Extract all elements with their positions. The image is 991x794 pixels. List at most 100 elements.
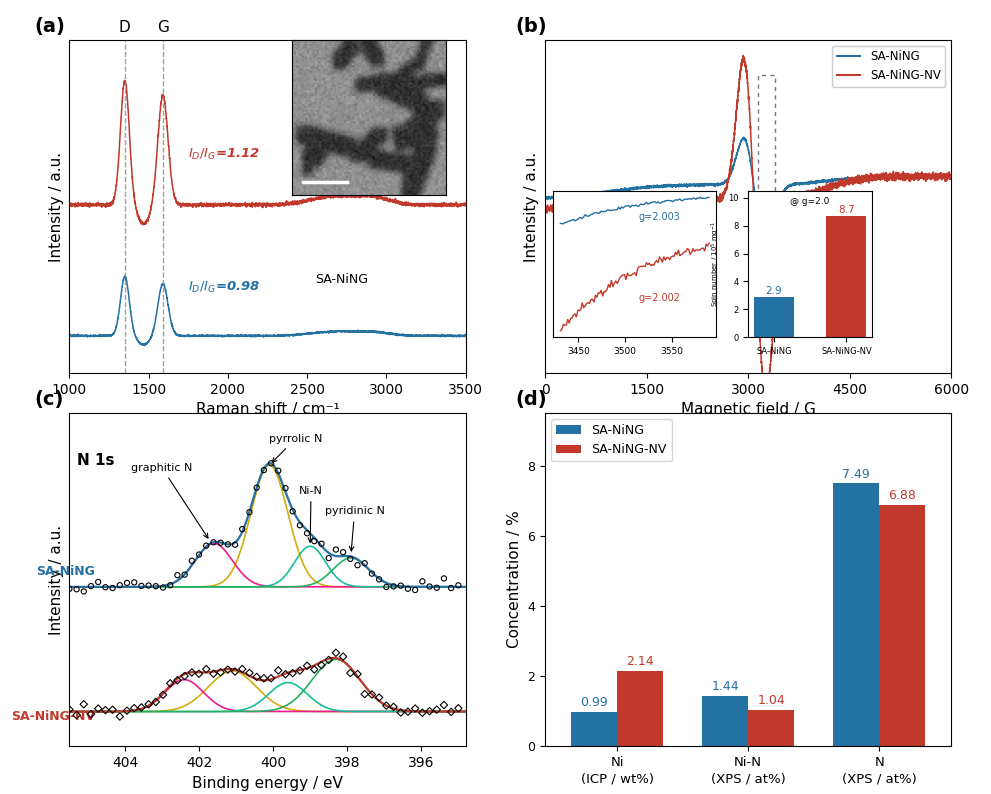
Point: [284, 667, 300, 680]
Text: G: G: [157, 20, 168, 35]
Point: [163, 677, 178, 690]
Point: [284, 505, 300, 518]
Point: [299, 659, 315, 672]
Point: [76, 698, 92, 711]
Y-axis label: Spin number / $10^5$ mg$^{-1}$: Spin number / $10^5$ mg$^{-1}$: [711, 221, 722, 307]
Point: [68, 709, 84, 722]
Point: [364, 567, 380, 580]
Point: [443, 582, 459, 595]
Point: [328, 646, 344, 659]
Point: [61, 583, 77, 596]
Point: [264, 672, 279, 684]
Point: [385, 580, 401, 593]
Point: [421, 580, 437, 593]
Point: [313, 659, 329, 672]
Point: [414, 707, 430, 719]
X-axis label: Magnetic field / G: Magnetic field / G: [681, 403, 816, 418]
Point: [205, 668, 221, 680]
Point: [220, 538, 236, 551]
Point: [234, 663, 250, 676]
Text: 6.88: 6.88: [888, 489, 916, 502]
Text: @ g=2.0: @ g=2.0: [791, 197, 829, 206]
Point: [277, 482, 293, 495]
Y-axis label: Intensity / a.u.: Intensity / a.u.: [49, 152, 63, 261]
Point: [407, 702, 423, 715]
Point: [328, 543, 344, 556]
Point: [141, 579, 157, 592]
Point: [155, 581, 170, 594]
Point: [350, 668, 366, 680]
Point: [372, 573, 387, 586]
Point: [271, 664, 286, 676]
Legend: SA-NiNG, SA-NiNG-NV: SA-NiNG, SA-NiNG-NV: [832, 45, 945, 87]
Point: [277, 668, 293, 680]
Bar: [833, 484, 879, 746]
Text: (a): (a): [35, 17, 65, 36]
Point: [357, 688, 373, 700]
Text: pyridinic N: pyridinic N: [325, 507, 385, 551]
Point: [90, 576, 106, 588]
Text: 7.49: 7.49: [842, 468, 870, 480]
Point: [227, 665, 243, 678]
Text: SA-NiNG: SA-NiNG: [315, 273, 368, 286]
Bar: [748, 710, 794, 746]
Point: [385, 700, 401, 713]
Text: 2.14: 2.14: [626, 655, 654, 669]
Point: [436, 699, 452, 711]
Bar: [754, 297, 794, 337]
Y-axis label: Concentration / %: Concentration / %: [506, 511, 522, 649]
Text: D: D: [119, 20, 131, 35]
Text: SA-NiNG-NV: SA-NiNG-NV: [11, 711, 95, 723]
Text: (c): (c): [35, 390, 64, 409]
Point: [451, 579, 467, 592]
Text: $I_D/I_G$=1.12: $I_D/I_G$=1.12: [188, 147, 261, 162]
Point: [184, 554, 200, 567]
Text: 2.9: 2.9: [765, 286, 782, 296]
Point: [191, 668, 207, 680]
Point: [451, 702, 467, 715]
Text: 1.44: 1.44: [712, 680, 739, 693]
Point: [97, 703, 113, 716]
Point: [141, 698, 157, 711]
Point: [379, 700, 394, 712]
Point: [220, 663, 236, 676]
Point: [105, 582, 121, 595]
Point: [407, 584, 423, 596]
Point: [400, 583, 416, 596]
Y-axis label: Intensity / a.u.: Intensity / a.u.: [524, 152, 539, 261]
Point: [134, 580, 150, 592]
Text: g=2.003: g=2.003: [638, 212, 680, 222]
Point: [335, 545, 351, 558]
Point: [429, 581, 445, 594]
Point: [350, 559, 366, 572]
Point: [119, 704, 135, 717]
Point: [379, 580, 394, 593]
Point: [191, 548, 207, 561]
X-axis label: Binding energy / eV: Binding energy / eV: [192, 776, 343, 791]
Point: [148, 580, 164, 592]
Point: [342, 553, 358, 565]
Point: [119, 576, 135, 589]
Point: [271, 464, 286, 477]
Point: [400, 705, 416, 718]
Point: [392, 580, 408, 592]
Text: g=2.002: g=2.002: [638, 293, 680, 303]
Point: [112, 579, 128, 592]
Point: [148, 696, 164, 708]
Bar: [879, 505, 926, 746]
Point: [134, 701, 150, 714]
Point: [112, 710, 128, 723]
Point: [198, 539, 214, 552]
Point: [357, 557, 373, 569]
Point: [249, 481, 265, 494]
Point: [256, 672, 272, 684]
Point: [342, 667, 358, 680]
Point: [249, 670, 265, 683]
Text: (b): (b): [515, 17, 547, 36]
Point: [421, 705, 437, 718]
Text: 0.99: 0.99: [581, 696, 608, 709]
Text: N 1s: N 1s: [76, 453, 114, 468]
Point: [83, 707, 99, 720]
Point: [198, 663, 214, 676]
Point: [126, 576, 142, 588]
